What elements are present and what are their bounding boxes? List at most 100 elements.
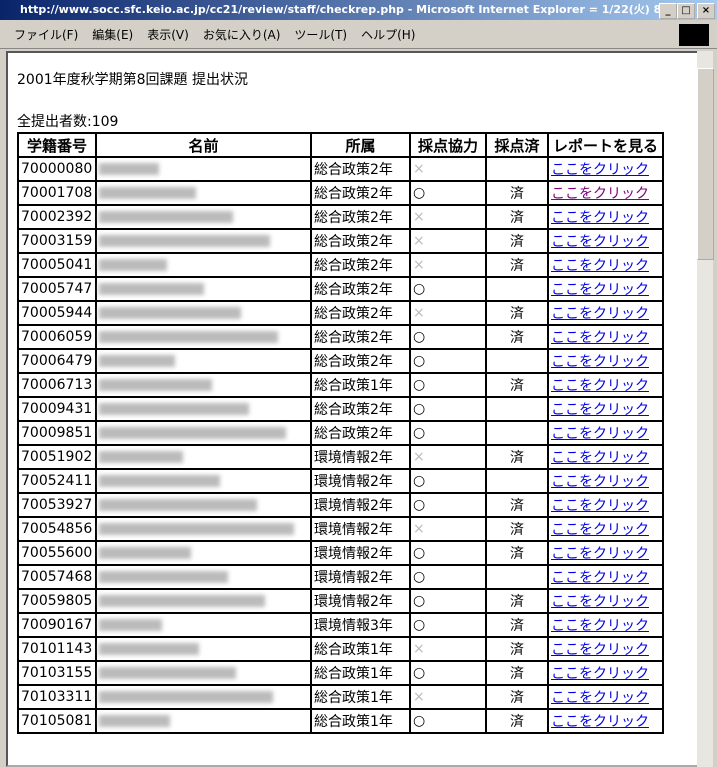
column-header: 採点協力: [409, 132, 487, 158]
link-cell: ここをクリック: [547, 204, 664, 230]
report-link[interactable]: ここをクリック: [551, 354, 649, 370]
report-link[interactable]: ここをクリック: [551, 426, 649, 442]
column-header: 名前: [95, 132, 312, 158]
student-id: 70002392: [17, 204, 97, 230]
report-link[interactable]: ここをクリック: [551, 690, 649, 706]
department: 総合政策1年: [310, 372, 411, 398]
blurred-name: [99, 403, 249, 415]
link-cell: ここをクリック: [547, 324, 664, 350]
link-cell: ここをクリック: [547, 516, 664, 542]
name: [95, 492, 312, 518]
report-link[interactable]: ここをクリック: [551, 546, 649, 562]
name: [95, 444, 312, 470]
minimize[interactable]: _: [659, 3, 677, 19]
report-link[interactable]: ここをクリック: [551, 186, 649, 202]
department: 総合政策2年: [310, 396, 411, 422]
link-cell: ここをクリック: [547, 156, 664, 182]
name: [95, 588, 312, 614]
department: 環境情報3年: [310, 612, 411, 638]
report-link[interactable]: ここをクリック: [551, 666, 649, 682]
column-header: 採点済: [485, 132, 549, 158]
student-id: 70101143: [17, 636, 97, 662]
department: 環境情報2年: [310, 540, 411, 566]
report-link[interactable]: ここをクリック: [551, 714, 649, 730]
department: 総合政策2年: [310, 324, 411, 350]
report-link[interactable]: ここをクリック: [551, 234, 649, 250]
department: 環境情報2年: [310, 468, 411, 494]
scrollbar[interactable]: [697, 51, 714, 767]
department: 総合政策2年: [310, 204, 411, 230]
report-link[interactable]: ここをクリック: [551, 642, 649, 658]
report-link[interactable]: ここをクリック: [551, 210, 649, 226]
blurred-name: [99, 715, 170, 727]
close[interactable]: ×: [697, 3, 715, 19]
student-id: 70000080: [17, 156, 97, 182]
blurred-name: [99, 187, 196, 199]
cooperation: ×: [409, 300, 487, 326]
column-header: レポートを見る: [547, 132, 664, 158]
name: [95, 468, 312, 494]
scroll-thumb[interactable]: [697, 68, 714, 260]
blurred-name: [99, 355, 175, 367]
report-link[interactable]: ここをクリック: [551, 306, 649, 322]
row: 70057468 環境情報2年 ○ ここをクリック: [17, 564, 664, 590]
name: [95, 612, 312, 638]
report-link[interactable]: ここをクリック: [551, 402, 649, 418]
menu-item[interactable]: 表示(V): [147, 28, 189, 42]
report-link[interactable]: ここをクリック: [551, 162, 649, 178]
student-id: 70003159: [17, 228, 97, 254]
total: 全提出者数:109: [17, 114, 119, 130]
link-cell: ここをクリック: [547, 636, 664, 662]
menu-item[interactable]: ヘルプ(H): [361, 28, 416, 42]
row: 70090167 環境情報3年 ○ 済ここをクリック: [17, 612, 664, 638]
graded: 済: [485, 228, 549, 254]
report-link[interactable]: ここをクリック: [551, 618, 649, 634]
blurred-name: [99, 235, 270, 247]
student-id: 70001708: [17, 180, 97, 206]
graded: 済: [485, 684, 549, 710]
menu-item[interactable]: 編集(E): [92, 28, 134, 42]
menu-item[interactable]: ツール(T): [294, 28, 348, 42]
department: 環境情報2年: [310, 564, 411, 590]
cooperation: ○: [409, 492, 487, 518]
student-id: 70005944: [17, 300, 97, 326]
row: 70000080 総合政策2年 × ここをクリック: [17, 156, 664, 182]
blurred-name: [99, 259, 167, 271]
cooperation: ×: [409, 684, 487, 710]
cooperation: ×: [409, 204, 487, 230]
row: 70005747 総合政策2年 ○ ここをクリック: [17, 276, 664, 302]
menu-item[interactable]: お気に入り(A): [202, 28, 281, 42]
name: [95, 708, 312, 734]
graded: 済: [485, 708, 549, 734]
blurred-name: [99, 595, 265, 607]
graded: 済: [485, 372, 549, 398]
link-cell: ここをクリック: [547, 612, 664, 638]
report-link[interactable]: ここをクリック: [551, 498, 649, 514]
report-link[interactable]: ここをクリック: [551, 474, 649, 490]
report-link[interactable]: ここをクリック: [551, 378, 649, 394]
report-link[interactable]: ここをクリック: [551, 570, 649, 586]
blurred-name: [99, 451, 183, 463]
report-link[interactable]: ここをクリック: [551, 522, 649, 538]
menu-item[interactable]: ファイル(F): [14, 28, 79, 42]
link-cell: ここをクリック: [547, 252, 664, 278]
viewport: 2001年度秋学期第8回課題 提出状況 全提出者数:109 学籍番号 名前 所属 採点…: [6, 51, 701, 767]
graded: [485, 348, 549, 374]
maximize[interactable]: □: [677, 3, 695, 19]
cooperation: ○: [409, 372, 487, 398]
name: [95, 204, 312, 230]
blurred-name: [99, 475, 220, 487]
report-link[interactable]: ここをクリック: [551, 450, 649, 466]
blurred-name: [99, 619, 162, 631]
report-link[interactable]: ここをクリック: [551, 258, 649, 274]
row: 70053927 環境情報2年 ○ 済ここをクリック: [17, 492, 664, 518]
department: 総合政策1年: [310, 684, 411, 710]
cooperation: ○: [409, 420, 487, 446]
graded: [485, 420, 549, 446]
student-id: 70051902: [17, 444, 97, 470]
name: [95, 420, 312, 446]
column-header: 学籍番号: [17, 132, 97, 158]
report-link[interactable]: ここをクリック: [551, 282, 649, 298]
report-link[interactable]: ここをクリック: [551, 330, 649, 346]
report-link[interactable]: ここをクリック: [551, 594, 649, 610]
